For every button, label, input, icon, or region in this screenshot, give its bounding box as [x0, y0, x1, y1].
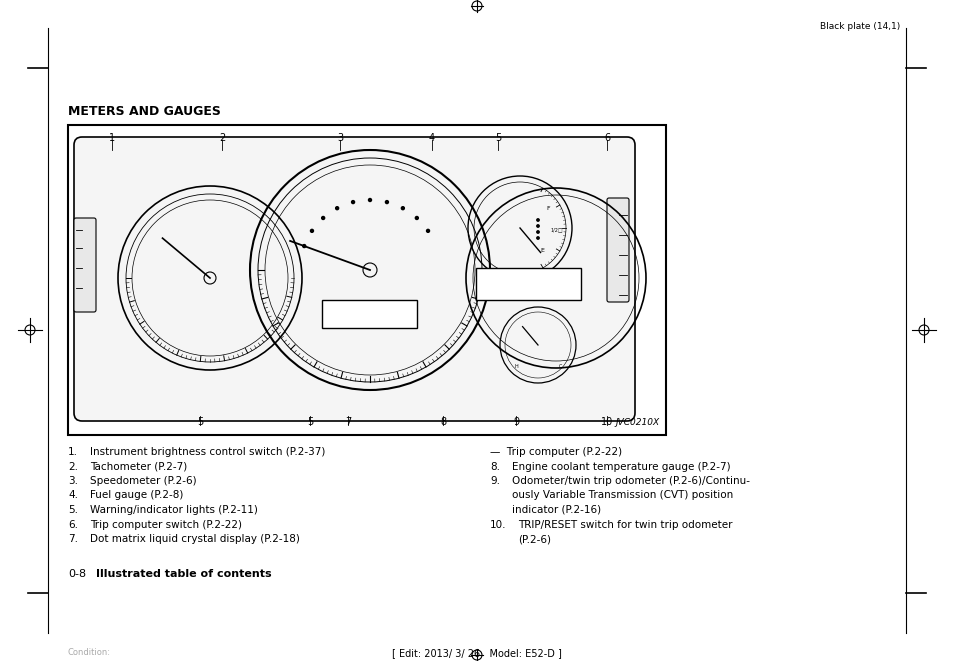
Text: 7: 7 [345, 417, 351, 427]
Text: ously Variable Transmission (CVT) position: ously Variable Transmission (CVT) positi… [512, 490, 733, 500]
Text: Dot matrix liquid crystal display (P.2-18): Dot matrix liquid crystal display (P.2-1… [90, 534, 299, 544]
Circle shape [537, 225, 538, 227]
Text: (P.2-6): (P.2-6) [517, 534, 551, 544]
Text: Speedometer (P.2-6): Speedometer (P.2-6) [90, 476, 196, 486]
Text: 1: 1 [109, 133, 115, 143]
Text: 9.: 9. [490, 476, 499, 486]
Circle shape [401, 207, 404, 210]
Text: JVC0210X: JVC0210X [616, 418, 659, 427]
Text: —  Trip computer (P.2-22): — Trip computer (P.2-22) [490, 447, 621, 457]
FancyBboxPatch shape [606, 198, 628, 302]
Circle shape [310, 229, 314, 233]
Circle shape [302, 245, 305, 248]
Text: 10: 10 [600, 417, 613, 427]
Text: 3: 3 [336, 133, 343, 143]
Text: 5: 5 [495, 133, 500, 143]
Text: Engine coolant temperature gauge (P.2-7): Engine coolant temperature gauge (P.2-7) [512, 461, 730, 471]
Text: 7.: 7. [68, 534, 78, 544]
Text: [ Edit: 2013/ 3/ 26   Model: E52-D ]: [ Edit: 2013/ 3/ 26 Model: E52-D ] [392, 648, 561, 658]
Text: 1/2□: 1/2□ [550, 227, 562, 233]
Text: 5: 5 [307, 417, 313, 427]
Circle shape [368, 198, 371, 202]
Text: Black plate (14,1): Black plate (14,1) [819, 22, 899, 31]
Text: 8.: 8. [490, 461, 499, 471]
Text: 4.: 4. [68, 490, 78, 500]
Text: 8: 8 [439, 417, 446, 427]
FancyBboxPatch shape [74, 218, 96, 312]
Text: Illustrated table of contents: Illustrated table of contents [96, 569, 272, 579]
Text: Condition:: Condition: [68, 648, 111, 657]
FancyBboxPatch shape [74, 137, 635, 421]
Text: 6.: 6. [68, 520, 78, 529]
Text: Instrument brightness control switch (P.2-37): Instrument brightness control switch (P.… [90, 447, 325, 457]
Text: 2.: 2. [68, 461, 78, 471]
Text: H: H [514, 364, 517, 369]
Text: 1.: 1. [68, 447, 78, 457]
Text: 9: 9 [513, 417, 518, 427]
Circle shape [537, 237, 538, 239]
Text: 4: 4 [429, 133, 435, 143]
Text: F: F [546, 206, 549, 210]
Bar [476, 268, 580, 300]
Circle shape [321, 217, 324, 219]
Text: Trip computer switch (P.2-22): Trip computer switch (P.2-22) [90, 520, 242, 529]
Text: Odometer/twin trip odometer (P.2-6)/Continu-: Odometer/twin trip odometer (P.2-6)/Cont… [512, 476, 749, 486]
Text: 5.: 5. [68, 505, 78, 515]
Text: E: E [539, 247, 543, 253]
Circle shape [426, 229, 429, 233]
Circle shape [415, 217, 418, 219]
Text: 0-8: 0-8 [68, 569, 86, 579]
Text: 6: 6 [603, 133, 609, 143]
Text: Fuel gauge (P.2-8): Fuel gauge (P.2-8) [90, 490, 183, 500]
Bar [68, 125, 665, 435]
Text: 5: 5 [196, 417, 203, 427]
Text: METERS AND GAUGES: METERS AND GAUGES [68, 105, 221, 118]
Text: 10.: 10. [490, 520, 506, 529]
Text: Warning/indicator lights (P.2-11): Warning/indicator lights (P.2-11) [90, 505, 257, 515]
Text: 3.: 3. [68, 476, 78, 486]
Text: indicator (P.2-16): indicator (P.2-16) [512, 505, 600, 515]
Circle shape [537, 219, 538, 221]
Circle shape [352, 200, 355, 204]
Bar [322, 300, 416, 328]
Circle shape [385, 200, 388, 204]
Text: TRIP/RESET switch for twin trip odometer: TRIP/RESET switch for twin trip odometer [517, 520, 732, 529]
Text: 2: 2 [218, 133, 225, 143]
Text: C: C [558, 364, 561, 369]
Text: Tachometer (P.2-7): Tachometer (P.2-7) [90, 461, 187, 471]
Circle shape [537, 231, 538, 233]
Circle shape [335, 207, 338, 210]
